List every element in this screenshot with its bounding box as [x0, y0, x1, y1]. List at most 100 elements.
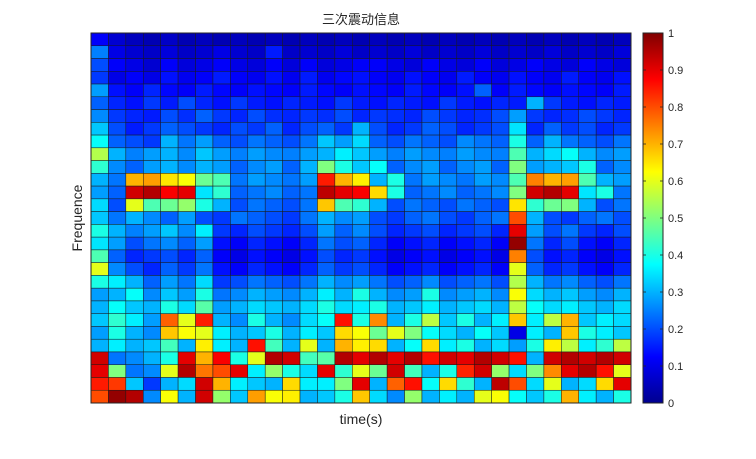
heatmap-cell	[526, 198, 545, 212]
heatmap-cell	[439, 313, 458, 327]
heatmap-cell	[125, 122, 144, 136]
heatmap-cell	[264, 173, 283, 187]
heatmap-cell	[299, 211, 318, 225]
heatmap-cell	[613, 71, 632, 85]
heatmap-cell	[230, 262, 249, 276]
heatmap-cell	[456, 83, 475, 98]
heatmap-cell	[439, 185, 458, 200]
heatmap-cell	[595, 287, 614, 302]
heatmap-cell	[177, 389, 196, 404]
heatmap-cell	[282, 109, 301, 123]
heatmap-cell	[369, 338, 388, 353]
heatmap-cell	[404, 96, 423, 110]
heatmap-cell	[212, 71, 231, 85]
heatmap-cell	[386, 338, 405, 353]
heatmap-cell	[421, 185, 440, 200]
heatmap-cell	[90, 326, 109, 340]
heatmap-cell	[543, 364, 562, 378]
heatmap-cell	[595, 173, 614, 187]
heatmap-cell	[526, 173, 545, 187]
heatmap-cell	[317, 109, 336, 123]
heatmap-cell	[386, 198, 405, 212]
heatmap-cell	[334, 262, 353, 276]
heatmap-cell	[247, 173, 266, 187]
heatmap-cell	[334, 351, 353, 365]
colorbar-tick-label: 0	[668, 398, 674, 410]
heatmap-cell	[143, 58, 161, 72]
heatmap-cell	[491, 236, 510, 251]
heatmap-cell	[160, 147, 179, 161]
heatmap-cell	[212, 377, 231, 391]
heatmap-cell	[230, 377, 249, 391]
heatmap-cell	[125, 58, 144, 72]
heatmap-cell	[195, 185, 214, 200]
heatmap-cell	[90, 287, 109, 302]
heatmap-cell	[125, 275, 144, 289]
heatmap-cell	[177, 45, 196, 59]
heatmap-cell	[352, 198, 370, 212]
heatmap-cell	[456, 134, 475, 149]
heatmap-cell	[352, 338, 370, 353]
heatmap-cell	[508, 364, 527, 378]
heatmap-cell	[352, 32, 370, 47]
heatmap-cell	[317, 134, 336, 149]
heatmap-cell	[282, 338, 301, 353]
heatmap-cell	[160, 83, 179, 98]
heatmap-cell	[369, 275, 388, 289]
heatmap-cell	[421, 83, 440, 98]
heatmap-cell	[230, 109, 249, 123]
heatmap-cell	[352, 389, 370, 404]
heatmap-cell	[508, 173, 527, 187]
heatmap-cell	[561, 211, 579, 225]
heatmap-cell	[177, 173, 196, 187]
heatmap-cell	[264, 249, 283, 263]
heatmap-cell	[491, 109, 510, 123]
heatmap-cell	[561, 173, 579, 187]
heatmap-cell	[508, 58, 527, 72]
heatmap-cell	[317, 300, 336, 314]
heatmap-cell	[125, 326, 144, 340]
heatmap-cell	[143, 313, 161, 327]
heatmap-cell	[456, 300, 475, 314]
heatmap-cell	[177, 134, 196, 149]
heatmap-cell	[578, 224, 597, 238]
heatmap-cell	[386, 389, 405, 404]
heatmap-cell	[177, 364, 196, 378]
colorbar-tick-label: 0.9	[668, 65, 683, 77]
heatmap-cell	[473, 262, 492, 276]
heatmap-cell	[334, 45, 353, 59]
heatmap-cell	[143, 198, 161, 212]
heatmap-cell	[282, 83, 301, 98]
heatmap-cell	[90, 377, 109, 391]
heatmap-cell	[421, 287, 440, 302]
heatmap-cell	[212, 262, 231, 276]
heatmap-cell	[595, 364, 614, 378]
heatmap-cell	[230, 173, 249, 187]
heatmap-cell	[212, 211, 231, 225]
heatmap-cell	[421, 377, 440, 391]
heatmap-cell	[282, 275, 301, 289]
heatmap-cell	[143, 211, 161, 225]
heatmap-cell	[108, 377, 127, 391]
heatmap-cell	[491, 249, 510, 263]
heatmap-cell	[125, 109, 144, 123]
heatmap-cell	[212, 249, 231, 263]
heatmap-cell	[334, 160, 353, 174]
heatmap-cell	[125, 377, 144, 391]
heatmap-cell	[108, 71, 127, 85]
heatmap-cell	[230, 185, 249, 200]
heatmap-cell	[473, 45, 492, 59]
heatmap-cell	[195, 58, 214, 72]
heatmap-cell	[90, 275, 109, 289]
heatmap-cell	[473, 275, 492, 289]
heatmap-cell	[352, 364, 370, 378]
heatmap-cell	[386, 45, 405, 59]
heatmap-cell	[543, 389, 562, 404]
heatmap-cell	[90, 300, 109, 314]
heatmap-cell	[421, 364, 440, 378]
heatmap-cell	[299, 58, 318, 72]
heatmap-cell	[491, 134, 510, 149]
heatmap-cell	[508, 198, 527, 212]
heatmap-cell	[195, 300, 214, 314]
heatmap-cell	[334, 71, 353, 85]
